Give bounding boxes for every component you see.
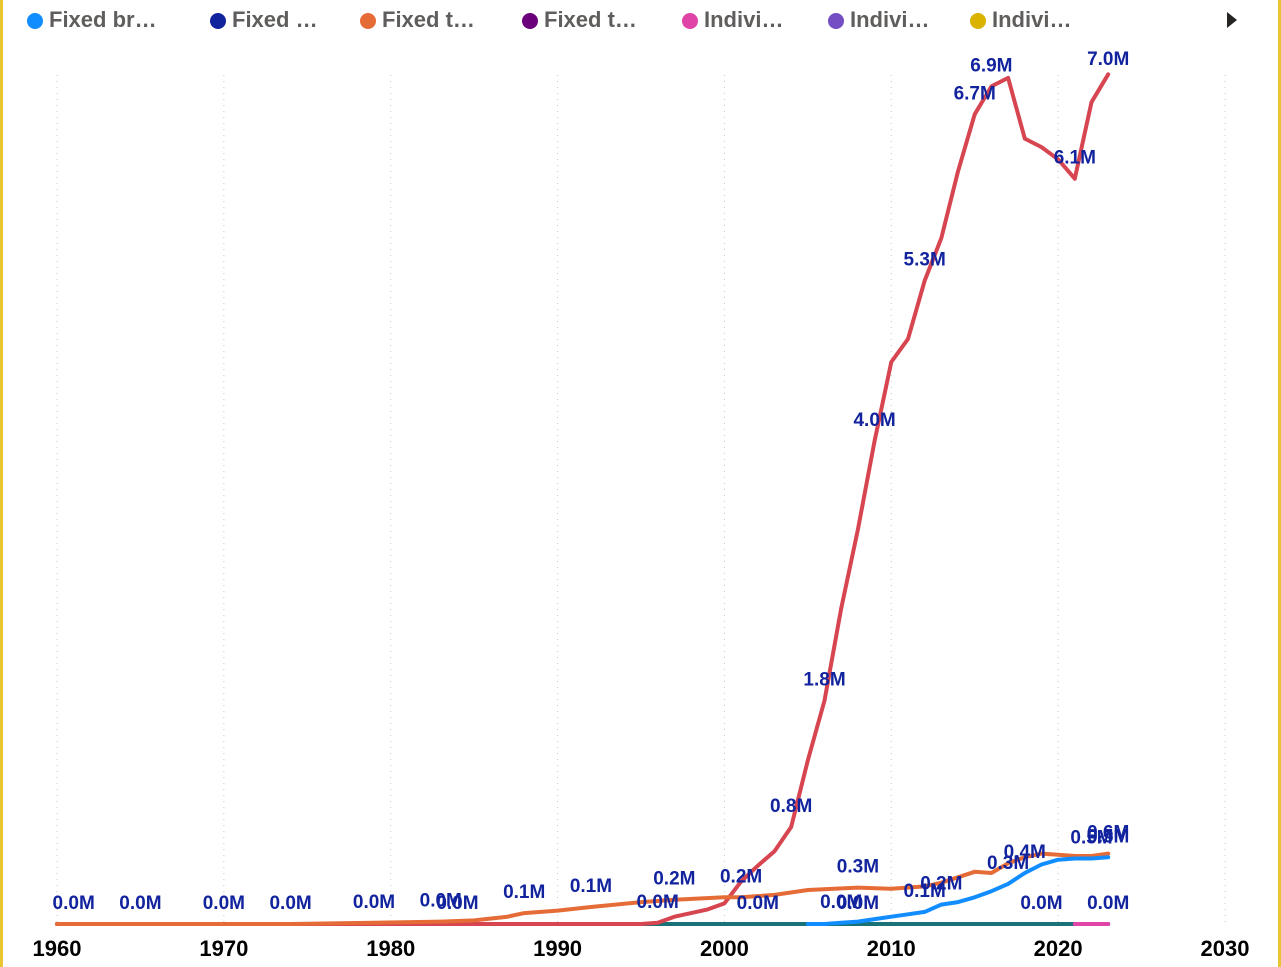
data-label: 1.8M <box>803 670 845 691</box>
data-label: 0.0M <box>119 893 161 914</box>
legend-label: Fixed t… <box>382 7 475 32</box>
legend-marker <box>210 13 226 29</box>
data-label: 0.4M <box>1004 842 1046 863</box>
legend-label: Fixed … <box>232 7 318 32</box>
data-label: 0.2M <box>653 869 695 890</box>
data-label: 0.3M <box>987 853 1029 874</box>
data-label: 6.7M <box>954 83 996 104</box>
data-label: 0.0M <box>1087 893 1129 914</box>
legend-marker <box>682 13 698 29</box>
x-tick-label: 2030 <box>1201 936 1250 961</box>
legend-label: Fixed t… <box>544 7 637 32</box>
legend-marker <box>360 13 376 29</box>
data-label: 6.1M <box>1054 148 1096 169</box>
data-label: 0.0M <box>269 893 311 914</box>
data-label: 0.0M <box>737 893 779 914</box>
data-label: 0.0M <box>353 892 395 913</box>
series-line <box>805 855 1111 926</box>
data-label: 0.0M <box>53 893 95 914</box>
legend-next-arrow[interactable] <box>1227 12 1237 28</box>
data-label: 0.0M <box>820 892 862 913</box>
data-label: 0.0M <box>837 893 879 914</box>
legend-marker <box>828 13 844 29</box>
data-label: 0.0M <box>1020 893 1062 914</box>
data-label: 4.0M <box>853 410 895 431</box>
data-label: 5.3M <box>904 250 946 271</box>
data-label: 0.1M <box>503 882 545 903</box>
data-label: 0.2M <box>920 874 962 895</box>
series-line <box>55 851 1111 926</box>
x-tick-label: 2020 <box>1034 936 1083 961</box>
legend-label: Indivi… <box>992 7 1071 32</box>
data-label: 0.1M <box>904 881 946 902</box>
data-label: 0.1M <box>570 876 612 897</box>
data-label: 0.8M <box>770 796 812 817</box>
legend-label: Fixed br… <box>49 7 157 32</box>
data-label: 0.5M <box>1087 826 1129 847</box>
x-tick-label: 2010 <box>867 936 916 961</box>
x-tick-label: 2000 <box>700 936 749 961</box>
data-label: 0.0M <box>436 893 478 914</box>
legend-label: Indivi… <box>850 7 929 32</box>
x-tick-label: 1980 <box>366 936 415 961</box>
legend-marker <box>27 13 43 29</box>
data-label: 0.0M <box>203 893 245 914</box>
legend-marker <box>970 13 986 29</box>
x-tick-label: 1990 <box>533 936 582 961</box>
x-tick-label: 1960 <box>33 936 82 961</box>
data-label: 0.0M <box>420 891 462 912</box>
data-label: 0.0M <box>637 892 679 913</box>
data-label: 0.3M <box>837 857 879 878</box>
data-label: 0.6M <box>1087 823 1129 844</box>
legend-marker <box>522 13 538 29</box>
series-line <box>55 72 1111 926</box>
data-label: 6.9M <box>970 55 1012 76</box>
x-tick-label: 1970 <box>199 936 248 961</box>
data-label: 0.2M <box>720 866 762 887</box>
legend-label: Indivi… <box>704 7 783 32</box>
data-label: 7.0M <box>1087 49 1129 70</box>
data-label: 0.5M <box>1070 827 1112 848</box>
